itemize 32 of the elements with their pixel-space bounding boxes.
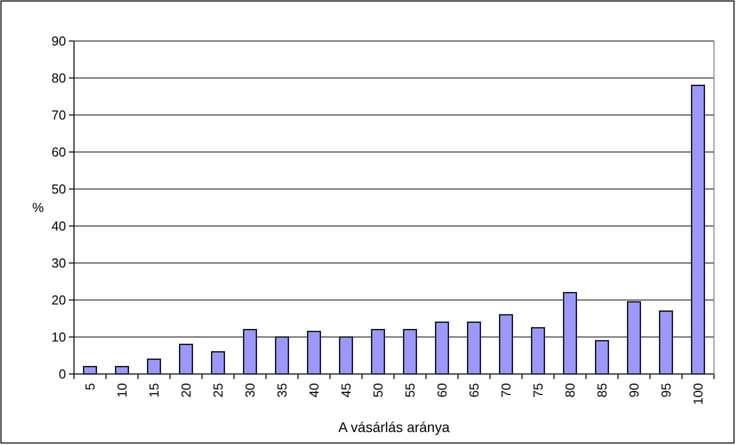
- y-axis-title: %: [32, 200, 44, 216]
- x-tick-label: 40: [306, 383, 322, 398]
- x-tick-label: 30: [242, 383, 258, 398]
- y-tick-label: 20: [52, 292, 66, 308]
- y-tick-label: 60: [52, 144, 66, 160]
- x-tick-label: 55: [402, 383, 418, 398]
- x-tick-label: 15: [146, 383, 162, 398]
- x-tick-label: 35: [274, 383, 290, 398]
- x-tick-label: 80: [562, 383, 578, 398]
- y-tick-label: 50: [52, 182, 66, 197]
- x-axis-title: A vásárlás aránya: [338, 419, 450, 435]
- x-tick-label: 90: [626, 383, 642, 398]
- x-tick-label: 20: [178, 383, 194, 398]
- y-tick-label: 80: [52, 70, 66, 86]
- x-tick-label: 60: [434, 383, 450, 398]
- y-tick-label: 90: [52, 34, 66, 49]
- x-tick-label: 25: [210, 383, 226, 398]
- x-tick-label: 100: [690, 383, 706, 405]
- y-tick-label: 30: [52, 256, 66, 271]
- y-tick-label: 10: [52, 330, 66, 345]
- x-tick-label: 85: [594, 383, 610, 398]
- x-tick-label: 10: [114, 383, 130, 398]
- y-tick-label: 40: [52, 218, 66, 234]
- x-tick-label: 45: [338, 383, 354, 398]
- x-tick-label: 5: [82, 383, 98, 390]
- x-tick-label: 65: [466, 383, 482, 398]
- x-tick-label: 95: [658, 383, 674, 398]
- x-tick-label: 50: [370, 383, 386, 398]
- x-tick-label: 70: [498, 383, 514, 398]
- y-tick-label: 0: [58, 366, 66, 382]
- y-tick-label: 70: [52, 108, 66, 123]
- x-tick-label: 75: [530, 383, 546, 398]
